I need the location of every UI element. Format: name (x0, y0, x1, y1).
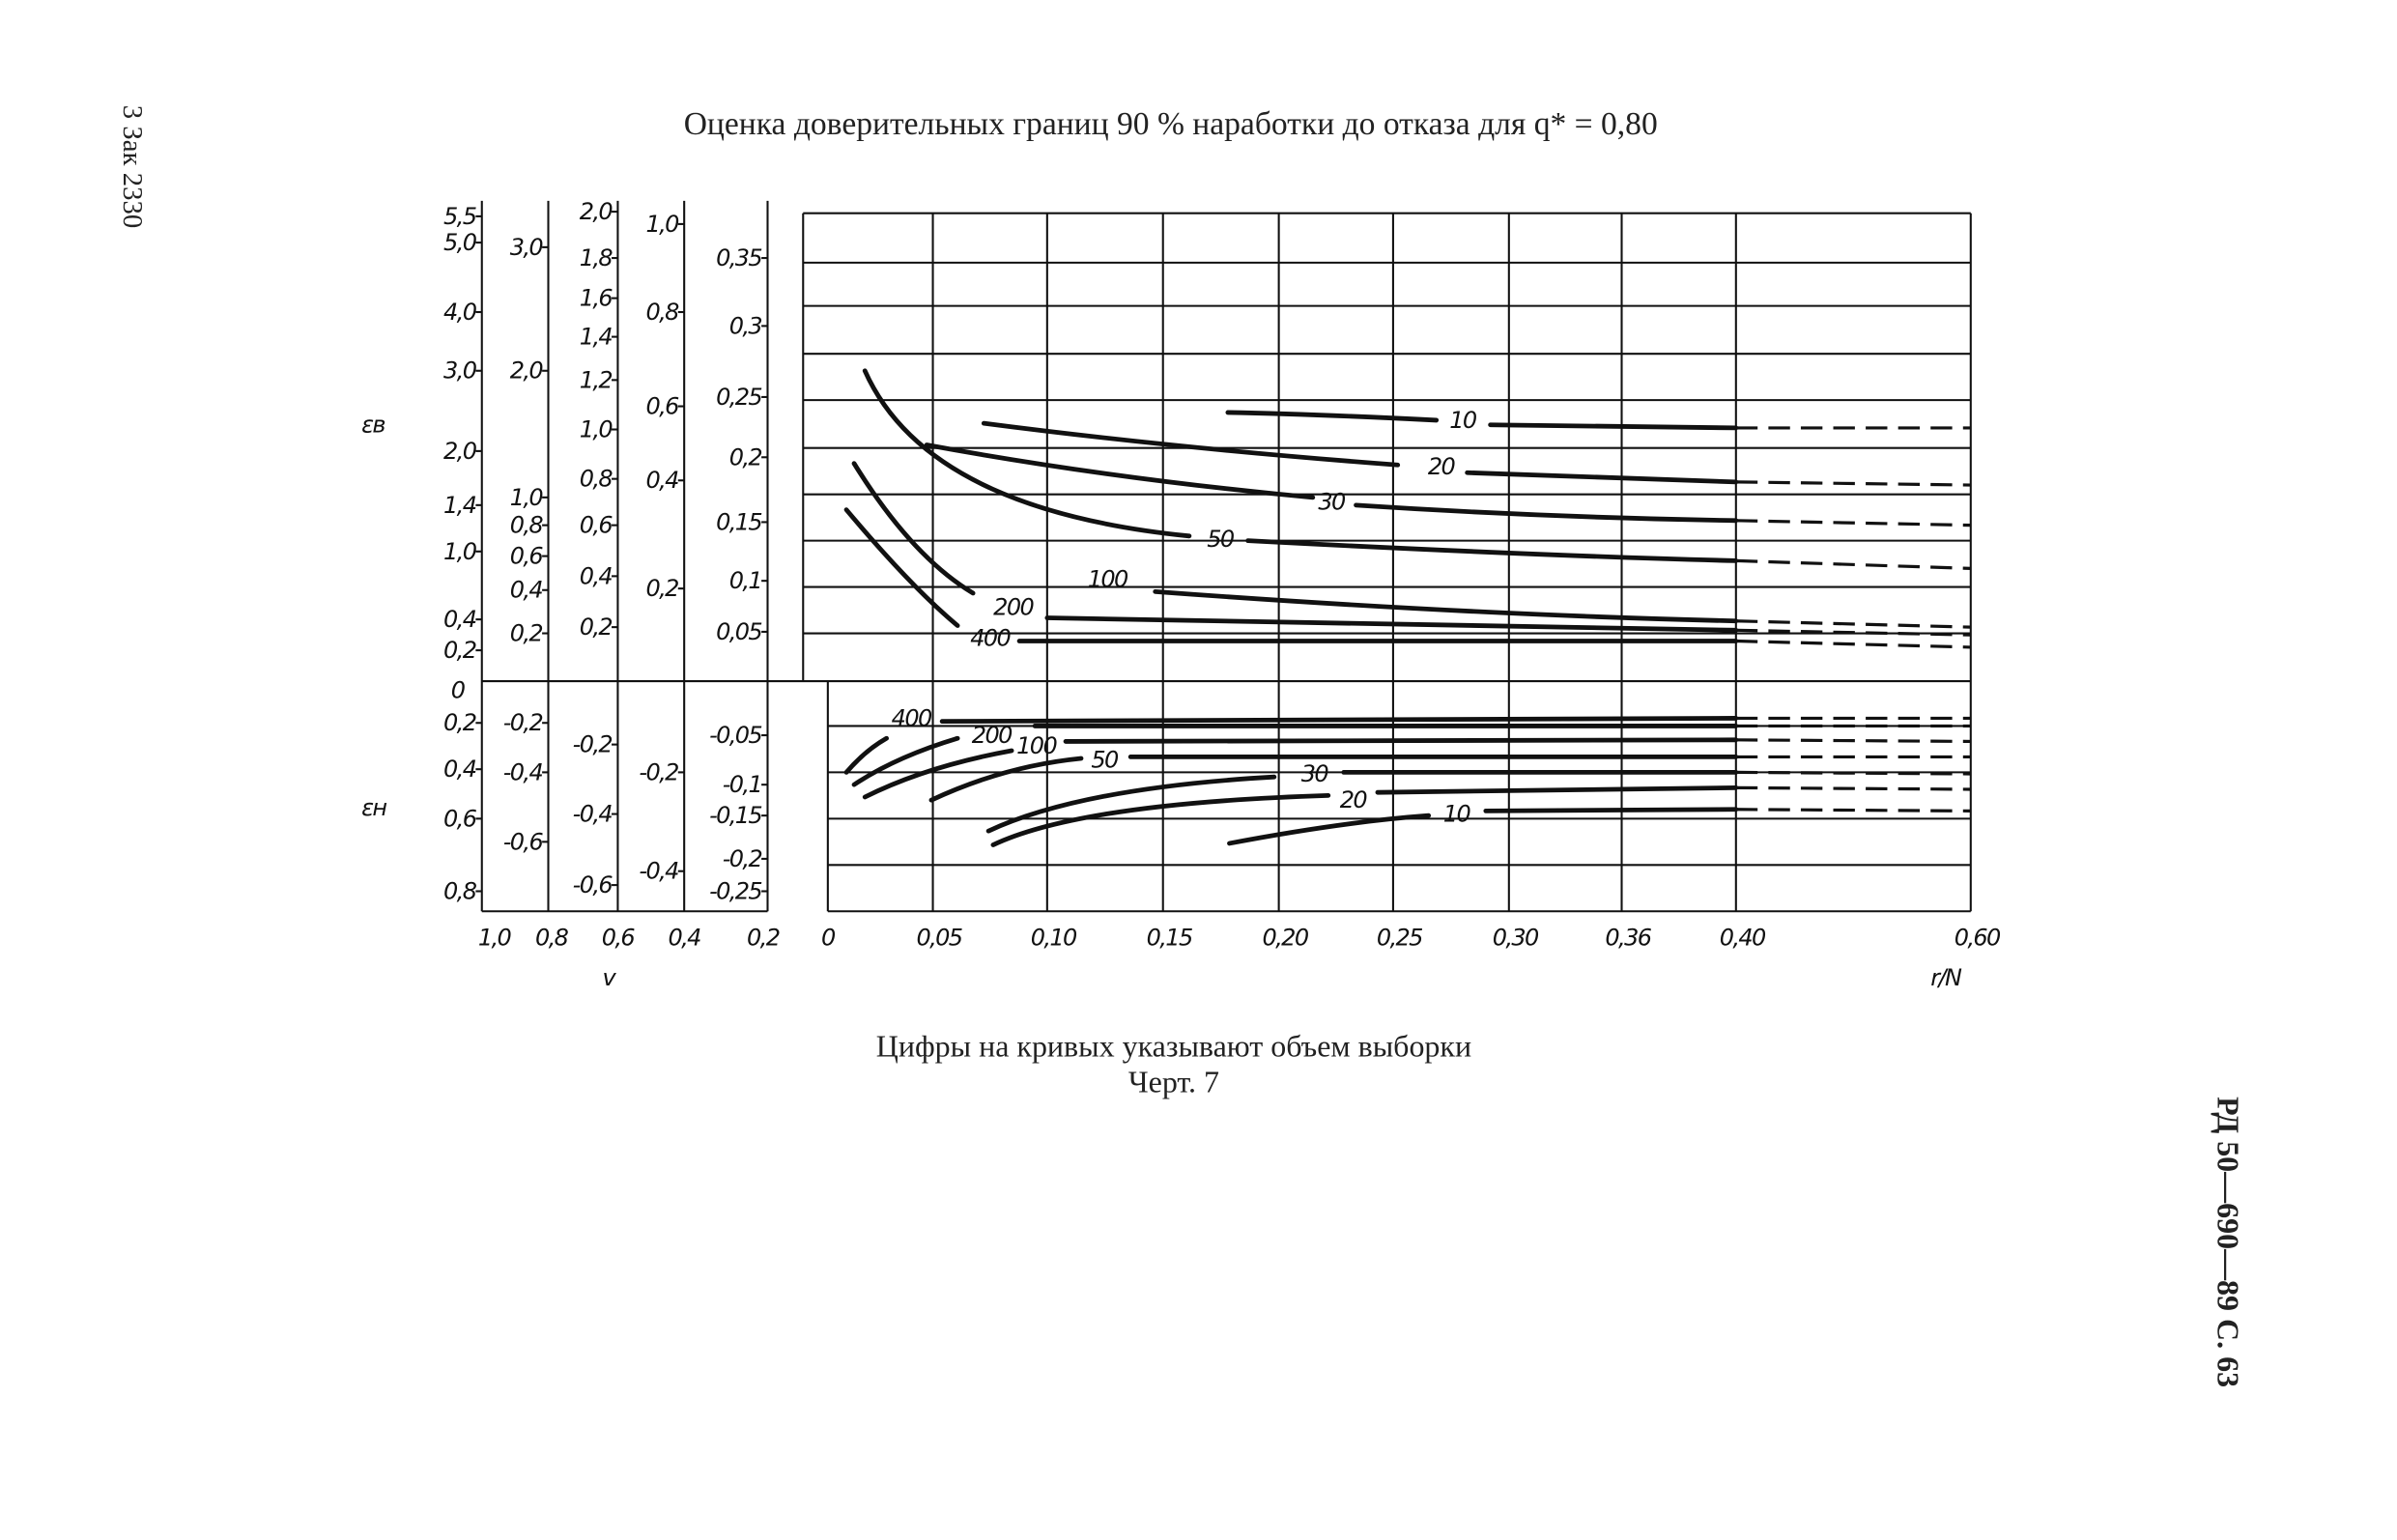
scale-label: -0,6 (573, 871, 614, 898)
scale-label: 0,6 (443, 805, 477, 832)
scale-label: 0,25 (716, 384, 761, 411)
curve-label: 200 (993, 593, 1034, 620)
scale-label: -0,05 (709, 722, 761, 749)
v-label: v (602, 964, 616, 991)
scale-label: 4,0 (443, 299, 477, 326)
scale-label: 0,4 (645, 467, 678, 494)
scale-label: 0,8 (443, 877, 477, 904)
caption: Цифры на кривых указывают объем выборки (876, 1030, 1471, 1064)
scale-label: 0,6 (510, 543, 544, 570)
scale-label: -0,1 (723, 771, 761, 798)
scale-label: -0,4 (573, 801, 613, 828)
scale-label: 1,6 (580, 285, 614, 312)
x-label: r/N (1930, 964, 1962, 991)
scale-label: 0,8 (645, 299, 679, 326)
x-tick-label: 0,05 (916, 924, 961, 951)
curve-label: 10 (1449, 407, 1477, 434)
scale-label: 0,8 (510, 512, 544, 539)
scale-label: -0,4 (639, 858, 678, 885)
scale-label: 1,8 (580, 244, 614, 271)
x-tick-label: 0,10 (1031, 924, 1077, 951)
curve-label: 400 (970, 624, 1011, 651)
x-tick-label: 0,15 (1147, 924, 1192, 951)
curve-label: 20 (1340, 786, 1368, 813)
scale-label: 2,0 (443, 438, 477, 465)
scale-label: 0,6 (580, 512, 614, 539)
curves (843, 368, 1971, 847)
curve-label: 100 (1016, 732, 1057, 759)
scale-label: 0,8 (580, 466, 614, 493)
scale-label: 0,4 (443, 606, 476, 633)
scale-label: 0,1 (729, 567, 761, 594)
scale-label: -0,4 (503, 758, 543, 785)
curve-label: 20 (1428, 453, 1456, 480)
x-tick-label: 0,30 (1493, 924, 1539, 951)
scale-label: 1,0 (510, 484, 544, 511)
scale-label: 5,5 (443, 203, 476, 230)
scale-label: 0,3 (729, 312, 762, 339)
scale-label: 1,0 (443, 538, 477, 565)
scale-label: 0,2 (580, 613, 613, 641)
scale-label: 0,35 (716, 244, 761, 271)
x-tick-label: 0,20 (1263, 924, 1309, 951)
curve-label: 30 (1301, 760, 1329, 787)
curve-label: 50 (1207, 526, 1235, 553)
x-tick-label: 0,25 (1377, 924, 1422, 951)
scale-label: 3,0 (510, 234, 544, 261)
scale-label: 0,05 (716, 618, 761, 645)
scale-label: -0,2 (573, 731, 613, 758)
x-tick-label: 0 (821, 924, 836, 951)
scale-label: -0,2 (639, 758, 678, 785)
v-tick-label: 1,0 (478, 924, 512, 951)
zero-label: 0 (451, 677, 466, 704)
v-tick-label: 0,8 (535, 924, 569, 951)
scale-label: 2,0 (510, 357, 544, 385)
title: Оценка доверительных границ 90 % наработ… (684, 106, 1658, 142)
v-tick-label: 0,6 (602, 924, 636, 951)
curve-label: 100 (1088, 566, 1128, 593)
curve-label: 10 (1443, 801, 1471, 828)
curve-label: 30 (1318, 489, 1346, 516)
page-ref: РД 50—690—89 С. 63 (2212, 1097, 2245, 1387)
scale-label: 0,4 (580, 562, 613, 589)
x-tick-label: 0,60 (1955, 924, 2001, 951)
scale-label: 0,4 (443, 756, 476, 783)
lower-axis-label: εн (361, 794, 386, 821)
v-tick-label: 0,4 (669, 924, 701, 951)
scale-label: 1,4 (443, 492, 476, 519)
scale-label: 1,2 (580, 366, 613, 393)
curve-label: 200 (972, 722, 1013, 749)
scale-label: 3,0 (443, 357, 477, 385)
scale-label: 0,2 (510, 620, 543, 647)
x-tick-label: 0,40 (1720, 924, 1766, 951)
scale-label: -0,25 (709, 877, 761, 904)
curve-label: 50 (1091, 747, 1119, 774)
scale-label: -0,2 (723, 845, 762, 872)
scale-label: -0,2 (503, 709, 543, 736)
x-tick-label: 0,36 (1605, 924, 1651, 951)
scale-label: 2,0 (580, 198, 614, 225)
scale-label: 0,2 (443, 637, 476, 664)
side-note: 3 Зак 2330 (117, 105, 148, 228)
scale-label: -0,15 (709, 802, 761, 829)
scale-label: 0,2 (729, 443, 762, 471)
scale-label: -0,6 (503, 828, 544, 855)
scale-label: 0,6 (645, 393, 679, 420)
scale-label: 0,15 (716, 508, 761, 535)
scale-label: 1,0 (645, 211, 679, 238)
upper-axis-label: εв (361, 412, 385, 439)
scale-label: 0,2 (645, 575, 678, 602)
scale-label: 0,4 (510, 577, 543, 604)
v-tick-label: 0,2 (747, 924, 780, 951)
scale-label: 1,0 (580, 416, 614, 443)
figure-number: Черт. 7 (1128, 1065, 1219, 1098)
scale-label: 1,4 (580, 324, 613, 351)
scale-label: 5,0 (443, 229, 477, 256)
curve-label: 400 (892, 704, 932, 731)
scale-label: 0,2 (443, 709, 476, 736)
